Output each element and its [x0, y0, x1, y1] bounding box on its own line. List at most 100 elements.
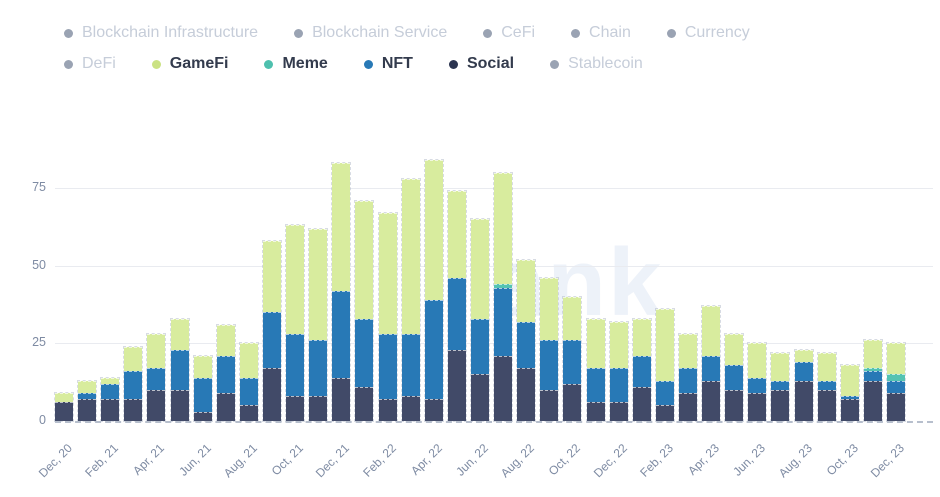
bar-segment-nft[interactable]	[817, 380, 836, 390]
bar-segment-gamefi[interactable]	[470, 219, 489, 319]
bar-oct-21[interactable]	[285, 150, 306, 422]
bar-segment-nft[interactable]	[702, 355, 721, 381]
bar-jun-23[interactable]	[747, 150, 768, 422]
bar-segment-social[interactable]	[632, 386, 651, 421]
bar-segment-nft[interactable]	[286, 334, 305, 397]
bar-segment-gamefi[interactable]	[147, 334, 166, 369]
bar-segment-social[interactable]	[609, 402, 628, 421]
bar-segment-gamefi[interactable]	[332, 163, 351, 291]
bar-jul-21[interactable]	[215, 150, 236, 423]
bar-segment-nft[interactable]	[771, 380, 790, 390]
bar-segment-gamefi[interactable]	[124, 346, 143, 372]
bar-segment-nft[interactable]	[424, 299, 443, 400]
bar-jul-22[interactable]	[493, 150, 514, 423]
legend-item-chain[interactable]: Chain	[571, 24, 631, 42]
bar-segment-nft[interactable]	[193, 377, 212, 412]
bar-segment-social[interactable]	[863, 380, 882, 421]
bar-segment-social[interactable]	[78, 399, 97, 421]
bar-segment-social[interactable]	[840, 399, 859, 421]
bar-oct-22[interactable]	[562, 150, 583, 423]
bar-apr-21[interactable]	[146, 150, 167, 422]
bar-segment-gamefi[interactable]	[840, 365, 859, 397]
bar-dec-23[interactable]	[885, 150, 906, 422]
bar-segment-social[interactable]	[470, 374, 489, 421]
bar-apr-22[interactable]	[423, 150, 444, 422]
bar-segment-gamefi[interactable]	[863, 340, 882, 369]
bar-dec-22[interactable]	[608, 150, 629, 423]
bar-segment-social[interactable]	[586, 402, 605, 421]
bar-segment-social[interactable]	[286, 396, 305, 421]
bar-segment-social[interactable]	[563, 383, 582, 421]
legend-item-social[interactable]: Social	[448, 55, 514, 73]
bar-segment-nft[interactable]	[78, 393, 97, 400]
bar-segment-nft[interactable]	[632, 355, 651, 387]
bar-segment-gamefi[interactable]	[609, 321, 628, 369]
bar-jan-21[interactable]	[77, 150, 98, 423]
bar-segment-social[interactable]	[170, 389, 189, 421]
bar-segment-gamefi[interactable]	[101, 377, 120, 384]
bar-segment-social[interactable]	[147, 389, 166, 421]
bar-segment-nft[interactable]	[748, 377, 767, 394]
bar-segment-gamefi[interactable]	[424, 160, 443, 300]
bar-segment-social[interactable]	[655, 405, 674, 421]
bar-dec-21[interactable]	[331, 150, 352, 422]
bar-segment-social[interactable]	[886, 393, 905, 421]
bar-segment-gamefi[interactable]	[748, 343, 767, 378]
legend-item-stablecoin[interactable]: Stablecoin	[550, 55, 643, 73]
bar-segment-gamefi[interactable]	[193, 355, 212, 378]
bar-segment-nft[interactable]	[378, 334, 397, 400]
bar-segment-social[interactable]	[193, 411, 212, 421]
bar-segment-gamefi[interactable]	[655, 309, 674, 381]
bar-segment-gamefi[interactable]	[286, 225, 305, 335]
bar-segment-social[interactable]	[262, 368, 281, 421]
bar-segment-gamefi[interactable]	[447, 191, 466, 279]
bar-jun-22[interactable]	[469, 150, 490, 422]
bar-segment-nft[interactable]	[239, 377, 258, 406]
bar-segment-social[interactable]	[794, 380, 813, 421]
bar-segment-nft[interactable]	[147, 368, 166, 390]
bar-segment-nft[interactable]	[886, 380, 905, 394]
bar-segment-nft[interactable]	[401, 334, 420, 397]
bar-segment-gamefi[interactable]	[309, 228, 328, 341]
bar-segment-nft[interactable]	[216, 355, 235, 394]
bar-segment-gamefi[interactable]	[239, 343, 258, 378]
bar-nov-22[interactable]	[585, 150, 606, 423]
bar-segment-gamefi[interactable]	[378, 213, 397, 335]
bar-segment-gamefi[interactable]	[702, 306, 721, 356]
bar-segment-nft[interactable]	[586, 368, 605, 403]
bar-segment-social[interactable]	[447, 349, 466, 421]
bar-segment-nft[interactable]	[678, 368, 697, 394]
bar-segment-gamefi[interactable]	[355, 200, 374, 319]
bar-jan-23[interactable]	[631, 150, 652, 423]
bar-segment-social[interactable]	[540, 389, 559, 421]
bar-segment-social[interactable]	[517, 368, 536, 421]
bar-segment-nft[interactable]	[655, 380, 674, 406]
bar-segment-nft[interactable]	[262, 312, 281, 369]
bar-oct-23[interactable]	[839, 150, 860, 422]
bar-segment-social[interactable]	[748, 393, 767, 421]
bar-aug-23[interactable]	[793, 150, 814, 423]
legend-item-cefi[interactable]: CeFi	[483, 24, 535, 42]
bar-apr-23[interactable]	[701, 150, 722, 422]
bar-segment-nft[interactable]	[355, 318, 374, 387]
bar-segment-meme[interactable]	[886, 374, 905, 381]
bar-segment-nft[interactable]	[447, 278, 466, 350]
legend-item-blockchain-infrastructure[interactable]: Blockchain Infrastructure	[64, 24, 258, 42]
bar-segment-social[interactable]	[494, 355, 513, 421]
bar-segment-nft[interactable]	[101, 383, 120, 400]
legend-item-currency[interactable]: Currency	[666, 24, 750, 42]
bar-segment-social[interactable]	[55, 402, 73, 421]
bar-segment-nft[interactable]	[517, 321, 536, 369]
bar-segment-gamefi[interactable]	[563, 296, 582, 341]
bar-segment-gamefi[interactable]	[170, 318, 189, 350]
bar-segment-nft[interactable]	[794, 362, 813, 381]
bar-segment-social[interactable]	[378, 399, 397, 421]
bar-segment-nft[interactable]	[494, 287, 513, 356]
bar-segment-gamefi[interactable]	[517, 259, 536, 322]
bar-segment-gamefi[interactable]	[886, 343, 905, 375]
bar-segment-social[interactable]	[124, 399, 143, 421]
bar-sep-21[interactable]	[261, 150, 282, 423]
bar-segment-gamefi[interactable]	[262, 240, 281, 313]
bar-segment-social[interactable]	[401, 396, 420, 421]
legend-item-meme[interactable]: Meme	[264, 55, 328, 73]
